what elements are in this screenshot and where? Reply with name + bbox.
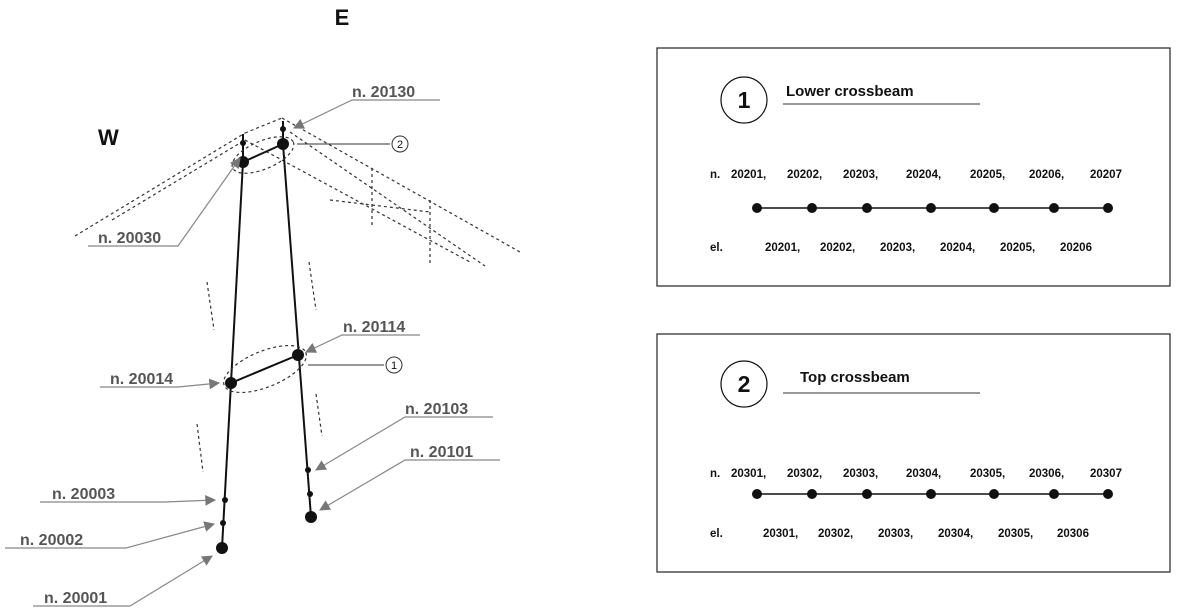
cable-lines xyxy=(74,117,521,267)
top-node-2: 20302, xyxy=(787,468,822,480)
tower-structure xyxy=(221,121,312,549)
tower-nodes xyxy=(216,126,317,554)
lower-panel-number-circle xyxy=(720,76,768,124)
top-node-7: 20307 xyxy=(1090,468,1122,480)
lower-element-4: 20204, xyxy=(940,242,975,254)
lower-element-3: 20203, xyxy=(880,242,915,254)
top-node-3: 20303, xyxy=(843,468,878,480)
lower-node-4: 20204, xyxy=(906,169,941,181)
node-label-20101: n. 20101 xyxy=(410,444,473,461)
node-label-20001: n. 20001 xyxy=(44,590,107,607)
lower-element-1: 20201, xyxy=(765,242,800,254)
top-panel-number: 2 xyxy=(738,371,751,397)
top-element-4: 20304, xyxy=(938,528,973,540)
section-marker-top xyxy=(391,135,409,153)
top-element-1: 20301, xyxy=(763,528,798,540)
top-node-5: 20305, xyxy=(970,468,1005,480)
top-crossbeam-section xyxy=(231,136,295,174)
lower-panel-number: 1 xyxy=(738,87,751,113)
lower-node-5: 20205, xyxy=(970,169,1005,181)
node-label-20003: n. 20003 xyxy=(52,486,115,503)
node-label-20014: n. 20014 xyxy=(110,371,173,388)
top-element-6: 20306 xyxy=(1057,528,1089,540)
lower-node-6: 20206, xyxy=(1029,169,1064,181)
lower-element-6: 20206 xyxy=(1060,242,1092,254)
top-element-3: 20303, xyxy=(878,528,913,540)
lower-element-2: 20202, xyxy=(820,242,855,254)
break-marks xyxy=(196,261,323,473)
top-panel-number-circle xyxy=(720,360,768,408)
lower-nodes-prefix: n. xyxy=(710,169,720,181)
top-element-2: 20302, xyxy=(818,528,853,540)
node-label-20130: n. 20130 xyxy=(352,84,415,101)
node-leaders xyxy=(5,99,500,607)
lower-element-5: 20205, xyxy=(1000,242,1035,254)
lower-crossbeam-panel: 1 Lower crossbeam n. 20201, 20202, 20203… xyxy=(656,47,1171,287)
lower-panel-title: Lower crossbeam xyxy=(786,83,914,100)
top-node-1: 20301, xyxy=(731,468,766,480)
west-label: W xyxy=(98,125,119,150)
node-label-20002: n. 20002 xyxy=(20,532,83,549)
section-marker-lower xyxy=(385,356,403,374)
node-label-20103: n. 20103 xyxy=(405,401,468,418)
top-crossbeam-panel: 2 Top crossbeam n. 20301, 20302, 20303, … xyxy=(656,333,1171,573)
top-elements-prefix: el. xyxy=(710,528,723,540)
lower-node-3: 20203, xyxy=(843,169,878,181)
lower-node-1: 20201, xyxy=(731,169,766,181)
east-label: E xyxy=(335,5,350,30)
node-label-20030: n. 20030 xyxy=(98,230,161,247)
top-nodes-prefix: n. xyxy=(710,468,720,480)
top-panel-title: Top crossbeam xyxy=(800,369,910,386)
lower-node-2: 20202, xyxy=(787,169,822,181)
lower-elements-prefix: el. xyxy=(710,242,723,254)
section-marker-lower-num: 1 xyxy=(391,360,397,372)
top-node-4: 20304, xyxy=(906,468,941,480)
node-label-20114: n. 20114 xyxy=(343,319,405,336)
lower-node-7: 20207 xyxy=(1090,169,1122,181)
section-marker-top-num: 2 xyxy=(397,139,403,151)
top-node-6: 20306, xyxy=(1029,468,1064,480)
top-element-5: 20305, xyxy=(998,528,1033,540)
